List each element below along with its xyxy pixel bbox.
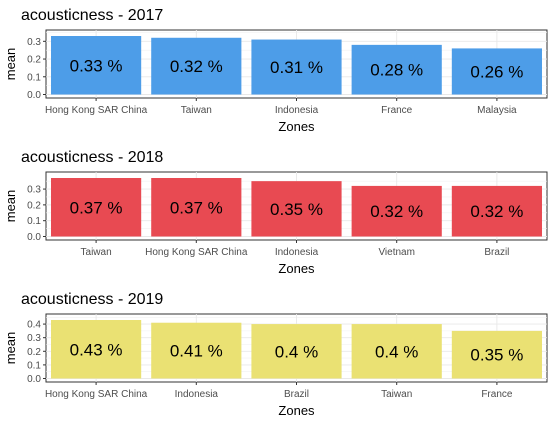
chart-title: acousticness - 2018 [21, 149, 163, 166]
chart-2: acousticness - 2019 0.0 0.1 0.2 0.3 0.4 0.43 %… [3, 291, 548, 418]
bar-value-label: 0.31 % [270, 58, 323, 77]
bar-value-label: 0.28 % [370, 61, 423, 80]
bar-value-label: 0.37 % [170, 198, 223, 217]
y-tick-label: 0.1 [27, 72, 41, 83]
x-tick-label: Taiwan [381, 389, 412, 400]
x-tick-label: Taiwan [181, 105, 212, 116]
bar-value-label: 0.37 % [70, 198, 123, 217]
bar-value-label: 0.32 % [170, 57, 223, 76]
x-tick-label: Brazil [484, 247, 509, 258]
y-axis-label: mean [3, 332, 18, 365]
bar-value-label: 0.33 % [70, 56, 123, 75]
bar [451, 185, 542, 237]
y-tick-label: 0.4 [27, 320, 41, 331]
bar [151, 322, 242, 379]
y-tick-label: 0.2 [27, 347, 41, 358]
bar [251, 324, 342, 379]
bar-value-label: 0.4 % [375, 342, 418, 361]
x-tick-label: Hong Kong SAR China [45, 105, 148, 116]
x-tick-label: Vietnam [378, 247, 415, 258]
y-tick-label: 0.2 [27, 55, 41, 66]
bar [251, 39, 342, 95]
y-tick-label: 0.3 [27, 185, 41, 196]
x-tick-label: Brazil [284, 389, 309, 400]
bar-value-label: 0.43 % [70, 340, 123, 359]
bar [351, 185, 442, 237]
bar-value-label: 0.35 % [470, 346, 523, 365]
bar [151, 178, 242, 237]
x-tick-label: Indonesia [275, 105, 319, 116]
chart-0: acousticness - 2017 0.0 0.1 0.2 0.3 0.33 % Hon… [3, 7, 548, 134]
x-tick-label: Malaysia [477, 105, 517, 116]
bar [251, 181, 342, 237]
y-tick-label: 0.2 [27, 200, 41, 211]
bar [351, 44, 442, 95]
chart-title: acousticness - 2019 [21, 291, 163, 308]
bar-value-label: 0.26 % [470, 62, 523, 81]
bar-value-label: 0.32 % [470, 202, 523, 221]
y-tick-label: 0.3 [27, 333, 41, 344]
bar [351, 324, 442, 379]
y-tick-label: 0.0 [27, 90, 41, 101]
bar-value-label: 0.32 % [370, 202, 423, 221]
chart-title: acousticness - 2017 [21, 7, 163, 24]
y-tick-label: 0.1 [27, 360, 41, 371]
bar [51, 320, 142, 379]
y-tick-label: 0.3 [27, 37, 41, 48]
x-tick-label: Indonesia [275, 247, 319, 258]
y-axis-label: mean [3, 190, 18, 223]
bar-value-label: 0.35 % [270, 200, 323, 219]
x-tick-label: France [481, 389, 513, 400]
bar-value-label: 0.4 % [275, 342, 318, 361]
y-tick-label: 0.0 [27, 374, 41, 385]
bar [451, 330, 542, 379]
bar-value-label: 0.41 % [170, 342, 223, 361]
chart-1: acousticness - 2018 0.0 0.1 0.2 0.3 0.37 % Tai… [3, 149, 548, 276]
x-tick-label: Hong Kong SAR China [145, 247, 248, 258]
x-axis-label: Zones [278, 119, 315, 134]
x-tick-label: Indonesia [175, 389, 219, 400]
x-tick-label: France [381, 105, 413, 116]
x-axis-label: Zones [278, 261, 315, 276]
y-tick-label: 0.1 [27, 216, 41, 227]
bar [51, 178, 142, 237]
x-tick-label: Hong Kong SAR China [45, 389, 148, 400]
bar [151, 37, 242, 95]
x-tick-label: Taiwan [81, 247, 112, 258]
x-axis-label: Zones [278, 403, 315, 418]
bar [51, 36, 142, 95]
y-axis-label: mean [3, 48, 18, 81]
y-tick-label: 0.0 [27, 232, 41, 243]
bar [451, 48, 542, 95]
